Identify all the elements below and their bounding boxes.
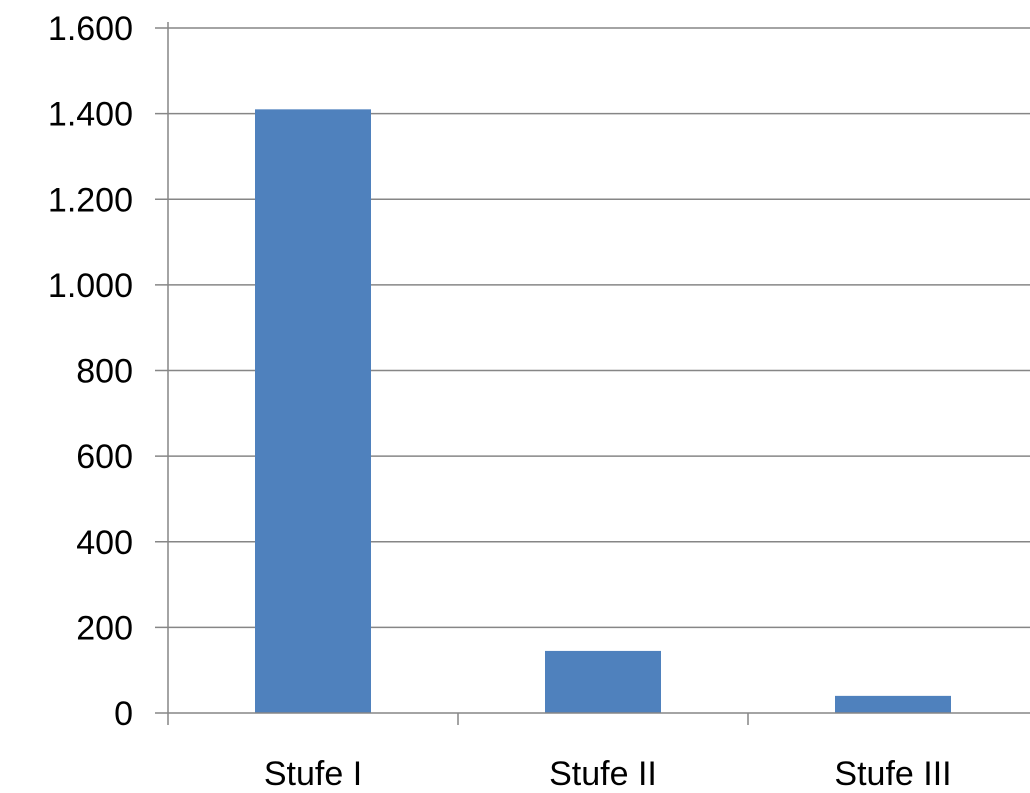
bar [835,695,951,713]
y-tick-label: 1.600 [48,10,133,48]
y-axis-tick-labels: 0 200 400 600 800 1.000 1.200 1.400 1.600 [48,10,133,733]
y-tick-label: 800 [76,353,133,391]
y-tick-label: 400 [76,524,133,562]
bar [255,109,371,713]
y-tick-label: 1.200 [48,181,133,219]
x-tick-label: Stufe II [549,755,657,793]
y-tick-label: 1.000 [48,267,133,305]
y-tick-label: 0 [114,695,133,733]
y-tick-label: 600 [76,438,133,476]
axes [155,22,1030,725]
bar [545,650,661,713]
x-tick-label: Stufe I [264,755,362,793]
x-tick-label: Stufe III [834,755,951,793]
y-tick-label: 200 [76,609,133,647]
bars [255,109,951,713]
y-tick-label: 1.400 [48,96,133,134]
x-axis-tick-labels: Stufe I Stufe II Stufe III [264,755,952,793]
